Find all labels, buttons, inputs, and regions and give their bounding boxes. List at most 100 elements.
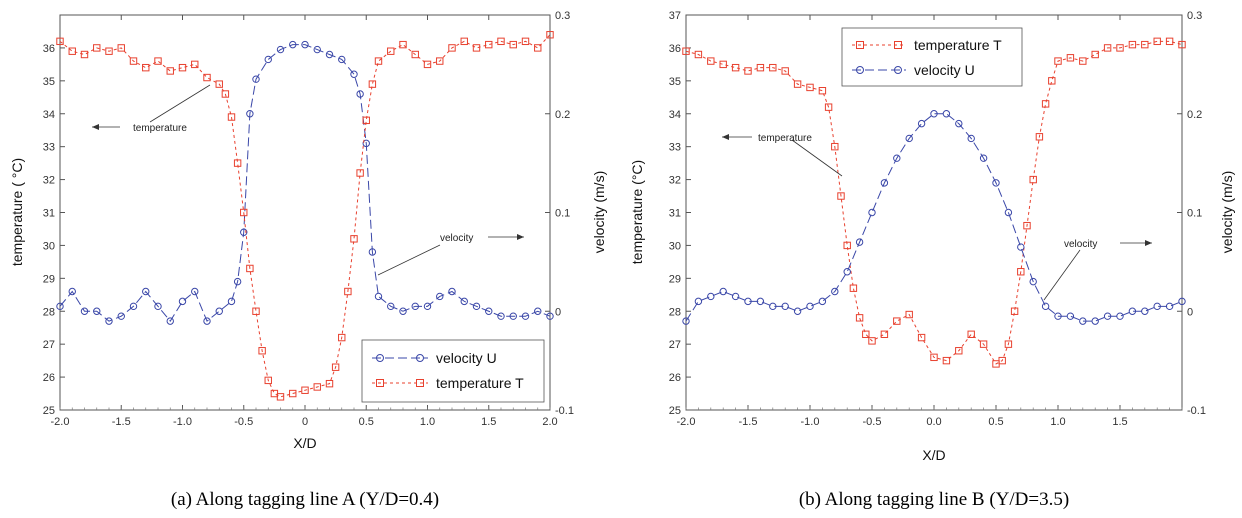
chart-b-velocity-point [979,154,988,162]
chart-b-legend-temperature-label: temperature T [914,37,1002,53]
chart-b: -2.0 -1.5 -1.0 -0.5 0.0 0.5 1.0 1.5 25 26 27 28 29 3… [629,10,1235,510]
chart-b-x-tick-label: -1.5 [739,416,758,428]
chart-a-right-tick-label: 0 [555,306,561,318]
chart-a-velocity-point [80,307,89,315]
chart-a-velocity-point [350,70,358,78]
chart-b-temperature-point [1141,40,1149,49]
chart-b-temperature-point [1041,100,1050,108]
chart-a-velocity-point [325,50,334,59]
chart-a-velocity-point [362,139,370,148]
chart-a-velocity-point [289,40,297,49]
chart-b-velocity-point [942,110,951,118]
chart-a-temperature-point [68,47,76,55]
chart-b-velocity-point [1017,243,1025,251]
chart-a-velocity-point [142,287,150,296]
chart-b-velocity-point [1165,302,1174,311]
chart-b-temperature-point [837,192,845,200]
chart-a-velocity-point [509,312,517,320]
chart-b-velocity-point [1041,302,1050,311]
chart-a-x-tick-label: -2.0 [51,416,70,428]
chart-b-legend: temperature T velocity U [841,27,1023,87]
chart-a-temperature-point [289,389,297,398]
chart-b-temperature-line [685,40,1183,365]
chart-b-series [682,37,1186,368]
chart-a-temperature-point [411,50,419,59]
chart-a-temperature-point [154,57,162,65]
chart-a-velocity-point [240,228,248,236]
chart-b-ylabel-left: temperature (°C) [629,160,645,264]
chart-a-right-tick-label: -0.1 [555,405,574,417]
chart-b-legend-temperature: temperature T [852,37,1002,53]
chart-a-x-tick-label: 2.0 [542,416,557,428]
chart-b-left-tick-label: 29 [669,273,681,285]
chart-a-velocity-point [56,302,64,311]
chart-a-velocity-point [356,90,364,98]
chart-b-temperature-point [967,330,975,338]
chart-b-temperature-point [979,340,988,348]
chart-a-temperature-point [105,47,113,55]
chart-a-temperature-point [227,113,236,121]
chart-b-temperature-point [1103,44,1112,52]
chart-a-x-tick-label: 1.5 [481,416,496,428]
chart-b-velocity-point [831,287,839,296]
chart-b-x-tick-label: 1.0 [1050,416,1065,428]
chart-b-temperature-point [769,63,777,72]
chart-b-velocity-point [1103,312,1112,320]
chart-a-x-tick-label: 1.0 [420,416,435,428]
chart-b-right-tick-label: 0.2 [1187,109,1202,121]
chart-a-temperature-point [460,37,468,46]
chart-b-velocity-point [756,297,765,306]
chart-b-temperature-point [1091,50,1099,59]
chart-a-velocity-point [233,277,242,286]
chart-b-temperature-point [1023,221,1031,230]
chart-a-velocity-point [215,307,223,315]
chart-b-temperature-point [1116,44,1124,52]
chart-a-left-tick-label: 29 [43,273,55,285]
chart-a-ylabel-left: temperature ( °C) [9,158,25,266]
chart-b-temperature-point [1165,37,1174,46]
chart-a-temperature-point [80,50,89,59]
chart-a-velocity-point [411,302,419,311]
chart-a-temperature-point [485,40,493,49]
chart-b-x-tick-label: 1.5 [1112,416,1127,428]
chart-a: -2.0 -1.5 -1.0 -0.5 0 0.5 1.0 1.5 2.0 25 26 27 28 29… [9,10,607,510]
chart-b-xlabel: X/D [922,447,945,463]
chart-b-left-tick-label: 27 [669,339,681,351]
chart-a-temperature-point [276,393,285,401]
chart-a-temperature-point [93,44,101,52]
chart-a-velocity-point [264,55,272,64]
chart-b-annotation-temperature-label: temperature [758,133,812,144]
chart-a-velocity-point [534,307,542,315]
chart-b-x-tick-label: -2.0 [677,416,696,428]
chart-a-temperature-point [350,235,358,243]
chart-b-temperature-point [1128,40,1137,49]
chart-a-temperature-point [129,57,138,65]
chart-a-velocity-point [276,45,285,54]
chart-b-velocity-point [917,119,926,128]
chart-b-velocity-point [880,179,889,187]
chart-a-left-ticks: 25 26 27 28 29 30 31 32 33 34 35 36 [43,43,65,417]
chart-b-right-tick-label: 0 [1187,306,1193,318]
chart-b-x-tick-label: -1.0 [801,416,820,428]
chart-b-velocity-point [855,238,864,246]
chart-b-temperature-point [862,330,870,338]
chart-a-legend-temperature-label: temperature T [436,375,524,391]
chart-a-ylabel-right: velocity (m/s) [591,171,607,253]
chart-b-temperature-point [1066,54,1075,62]
chart-b-caption: (b) Along tagging line B (Y/D=3.5) [799,489,1069,510]
chart-b-temperature-point [1035,133,1044,141]
chart-b-velocity-point [1054,312,1062,320]
chart-a-annotation-temperature-label: temperature [133,123,187,134]
chart-b-temperature-point [905,310,913,319]
chart-b-temperature-point [1010,307,1019,315]
chart-b-left-tick-label: 34 [669,109,681,121]
chart-b-temperature-point [694,50,703,59]
chart-a-temperature-point [436,57,444,65]
chart-b-temperature-point [1079,57,1087,65]
chart-a-temperature-point [497,37,505,46]
chart-a-temperature-point [166,67,174,75]
chart-b-velocity-point [905,134,913,143]
chart-a-velocity-point [191,287,199,296]
chart-a-velocity-point [129,302,138,311]
